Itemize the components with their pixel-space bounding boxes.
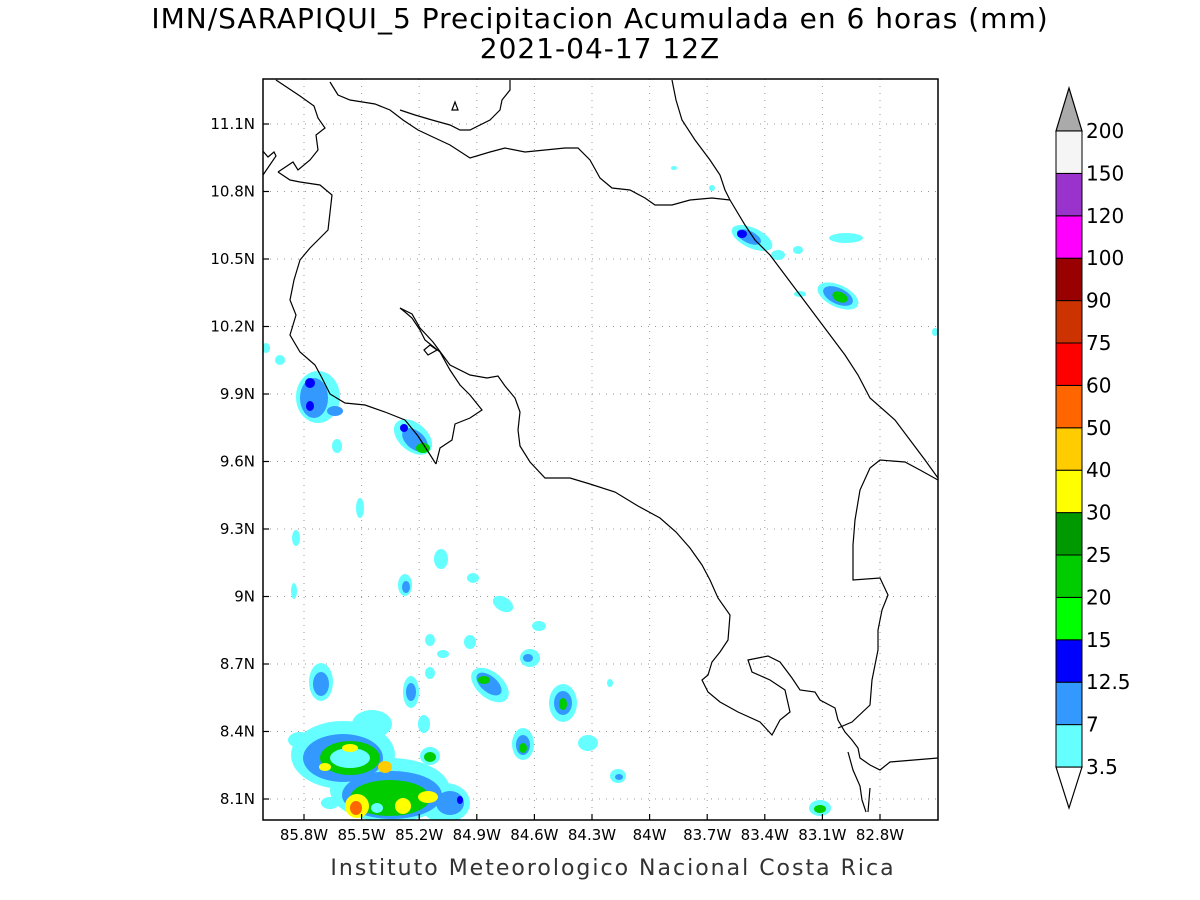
rain-cell-northeast <box>671 166 938 816</box>
colorbar-level-label: 25 <box>1086 543 1111 567</box>
colorbar-swatch <box>1055 681 1083 726</box>
colorbar-level-label: 60 <box>1086 373 1111 397</box>
map-frame <box>262 78 939 821</box>
lon-tick-label: 83.4W <box>741 826 789 844</box>
colorbar-level-label: 90 <box>1086 289 1111 313</box>
lat-tick-label: 8.7N <box>220 655 255 673</box>
colorbar-level-label: 75 <box>1086 331 1111 355</box>
lat-tick-label: 9.6N <box>220 453 255 471</box>
lat-tick-label: 10.5N <box>210 250 255 268</box>
precipitation-colorbar: 3.5 7 12.5 15 20 25 30 40 50 60 75 90 100 120 150 200 <box>1055 85 1131 810</box>
colorbar-swatch <box>1055 172 1083 217</box>
rain-cell-southwest-cluster <box>288 710 470 820</box>
map-grid <box>263 79 938 820</box>
colorbar-level-label: 120 <box>1086 204 1124 228</box>
colorbar-bottom-arrow <box>1055 766 1083 810</box>
colorbar-level-label: 3.5 <box>1086 755 1118 779</box>
map-footer: Instituto Meteorologico Nacional Costa R… <box>330 856 896 881</box>
longitude-ticks: 85.8W 85.5W 85.2W 84.9W 84.6W 84.3W 84W 83.7W 83… <box>280 814 904 844</box>
colorbar-swatch <box>1055 724 1083 768</box>
lon-tick-label: 84.3W <box>568 826 616 844</box>
lon-tick-label: 85.5W <box>337 826 385 844</box>
colorbar-level-label: 50 <box>1086 416 1111 440</box>
precipitation-field <box>263 166 938 820</box>
colorbar-swatch <box>1055 639 1083 683</box>
colorbar-swatch <box>1055 342 1083 386</box>
colorbar-swatch <box>1055 300 1083 344</box>
map-subtitle: 2021-04-17 12Z <box>479 32 721 65</box>
colorbar-swatch <box>1055 130 1083 174</box>
colorbar-level-label: 200 <box>1086 119 1124 143</box>
colorbar-swatch <box>1055 596 1083 641</box>
map-title: IMN/SARAPIQUI_5 Precipitacion Acumulada … <box>151 2 1049 35</box>
lon-tick-label: 85.8W <box>280 826 328 844</box>
colorbar-level-label: 30 <box>1086 501 1111 525</box>
colorbar-swatch <box>1055 427 1083 471</box>
latitude-ticks: 11.1N 10.8N 10.5N 10.2N 9.9N 9.6N 9.3N 9N 8.7N 8.… <box>210 115 269 808</box>
lat-tick-label: 11.1N <box>210 115 255 133</box>
colorbar-level-label: 7 <box>1086 713 1099 737</box>
lat-tick-label: 9N <box>234 588 255 606</box>
lat-tick-label: 9.3N <box>220 520 255 538</box>
lat-tick-label: 10.2N <box>210 318 255 336</box>
lon-tick-label: 84.6W <box>510 826 558 844</box>
colorbar-swatch <box>1055 469 1083 514</box>
colorbar-swatch <box>1055 384 1083 429</box>
lat-tick-label: 8.4N <box>220 723 255 741</box>
colorbar-level-label: 100 <box>1086 246 1124 270</box>
lon-tick-label: 83.1W <box>798 826 846 844</box>
colorbar-level-label: 12.5 <box>1086 670 1131 694</box>
colorbar-swatch <box>1055 257 1083 302</box>
colorbar-level-label: 15 <box>1086 628 1111 652</box>
lat-tick-label: 10.8N <box>210 183 255 201</box>
colorbar-swatch <box>1055 512 1083 556</box>
lon-tick-label: 82.8W <box>856 826 904 844</box>
rain-cell-pacific <box>291 498 626 783</box>
colorbar-level-label: 40 <box>1086 458 1111 482</box>
lon-tick-label: 85.2W <box>395 826 443 844</box>
lat-tick-label: 9.9N <box>220 385 255 403</box>
colorbar-swatch <box>1055 554 1083 598</box>
lon-tick-label: 83.7W <box>683 826 731 844</box>
colorbar-level-label: 150 <box>1086 161 1124 185</box>
lon-tick-label: 84.9W <box>453 826 501 844</box>
coastline <box>263 79 938 813</box>
rain-cell-nicoya <box>263 343 433 455</box>
lon-tick-label: 84W <box>633 826 667 844</box>
colorbar-level-label: 20 <box>1086 585 1111 609</box>
lat-tick-label: 8.1N <box>220 790 255 808</box>
colorbar-top-arrow <box>1055 85 1083 132</box>
colorbar-swatch <box>1055 215 1083 259</box>
